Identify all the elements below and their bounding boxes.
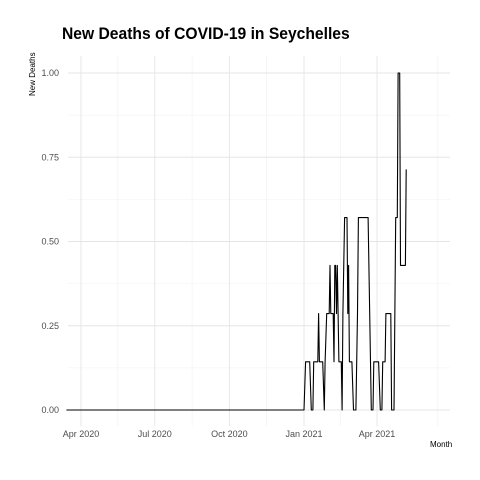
x-tick-label: Jan 2021 (285, 429, 322, 439)
x-tick-label: Jul 2020 (138, 429, 172, 439)
x-tick-label: Apr 2020 (63, 429, 100, 439)
y-tick-label: 1.00 (41, 68, 59, 78)
series-line (66, 72, 407, 411)
y-tick-label: 0.75 (41, 152, 59, 162)
y-tick-label: 0.00 (41, 405, 59, 415)
x-axis-label: Month (430, 440, 453, 449)
y-tick-label: 0.25 (41, 321, 59, 331)
x-tick-label: Oct 2020 (211, 429, 248, 439)
x-tick-label: Apr 2021 (359, 429, 396, 439)
y-tick-label: 0.50 (41, 237, 59, 247)
chart-title: New Deaths of COVID-19 in Seychelles (62, 24, 350, 43)
